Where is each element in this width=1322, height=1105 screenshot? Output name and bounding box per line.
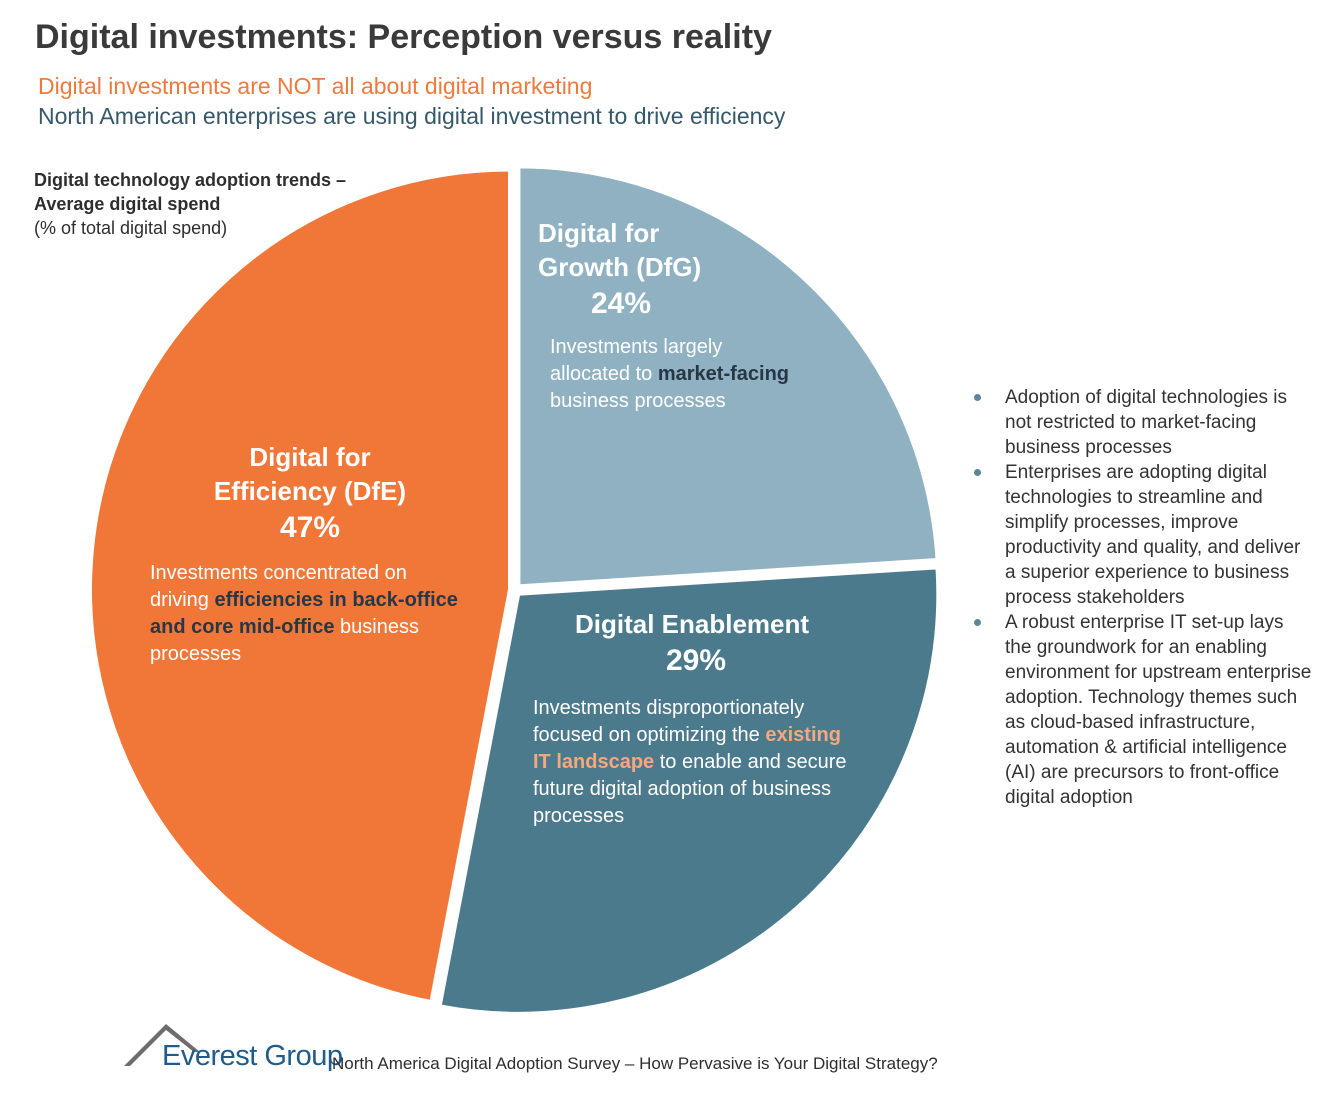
insight-text: Adoption of digital technologies is not … bbox=[1005, 387, 1288, 458]
dfe-desc-part-1: Investments concentrated on driving bbox=[150, 562, 407, 611]
insight-item: A robust enterprise IT set-up lays the g… bbox=[972, 610, 1312, 810]
slice-label-dfg: Digital for Growth (DfG) 24% Investments… bbox=[538, 216, 858, 415]
slice-value-de: 29% bbox=[666, 644, 727, 677]
mountain-peak-icon bbox=[124, 1024, 200, 1066]
dfe-desc-part-3: business processes bbox=[150, 616, 419, 665]
slice-name-dfe-line-1: Digital for bbox=[249, 442, 371, 472]
chart-unit-note: (% of total digital spend) bbox=[34, 218, 228, 238]
page-title: Digital investments: Perception versus r… bbox=[35, 18, 772, 56]
de-desc-part-1: Investments disproportionately focused o… bbox=[533, 697, 805, 746]
slice-value-dfg: 24% bbox=[591, 287, 652, 320]
bullet-dot-icon bbox=[974, 619, 981, 626]
slice-label-dfe: Digital for Efficiency (DfE) 47% Investm… bbox=[150, 440, 470, 668]
slice-label-de: Digital Enablement 29% Investments dispr… bbox=[533, 607, 863, 830]
dfe-desc-highlight: efficiencies in back-office and core mid… bbox=[150, 589, 458, 638]
insight-text: Enterprises are adopting digital technol… bbox=[1005, 462, 1301, 608]
pie-slice-de bbox=[437, 565, 941, 1016]
slice-name-dfg-line-2: Growth (DfG) bbox=[538, 252, 702, 282]
slice-name-de: Digital Enablement bbox=[575, 609, 810, 639]
insight-text: A robust enterprise IT set-up lays the g… bbox=[1005, 612, 1312, 808]
chart-title-line-1: Digital technology adoption trends – bbox=[34, 170, 347, 190]
dfg-desc-highlight: market-facing bbox=[657, 363, 790, 385]
slice-description-dfg: Investments largely allocated to market-f… bbox=[550, 334, 858, 415]
chart-title-line-2: Average digital spend bbox=[34, 194, 221, 214]
bullet-dot-icon bbox=[974, 394, 981, 401]
pie-slice-dfe bbox=[88, 167, 513, 1005]
chart-title-block: Digital technology adoption trends – Ave… bbox=[34, 168, 346, 240]
slice-description-dfe: Investments concentrated on driving effi… bbox=[150, 560, 470, 668]
de-desc-part-3: to enable and secure future digital adop… bbox=[533, 751, 847, 827]
slice-name-dfg-line-1: Digital for bbox=[538, 218, 660, 248]
key-insights-list: Adoption of digital technologies is not … bbox=[972, 385, 1312, 810]
dfg-desc-part-2: allocated to bbox=[550, 363, 658, 385]
slice-description-de: Investments disproportionately focused o… bbox=[533, 695, 863, 830]
de-desc-highlight: existing IT landscape bbox=[533, 724, 841, 773]
everest-group-logo: Everest Group bbox=[162, 1040, 343, 1072]
dfg-desc-part-1: Investments largely bbox=[550, 336, 723, 358]
dfg-desc-part-4: business processes bbox=[550, 390, 726, 412]
insight-item: Enterprises are adopting digital technol… bbox=[972, 460, 1312, 610]
bullet-dot-icon bbox=[974, 469, 981, 476]
source-citation: North America Digital Adoption Survey – … bbox=[332, 1054, 938, 1073]
pie-slice-dfg bbox=[516, 164, 940, 589]
subtitle-marketing: Digital investments are NOT all about di… bbox=[38, 73, 593, 99]
slice-name-dfe-line-2: Efficiency (DfE) bbox=[213, 476, 407, 506]
subtitle-efficiency: North American enterprises are using dig… bbox=[38, 103, 786, 129]
slice-value-dfe: 47% bbox=[279, 511, 341, 544]
insight-item: Adoption of digital technologies is not … bbox=[972, 385, 1312, 460]
